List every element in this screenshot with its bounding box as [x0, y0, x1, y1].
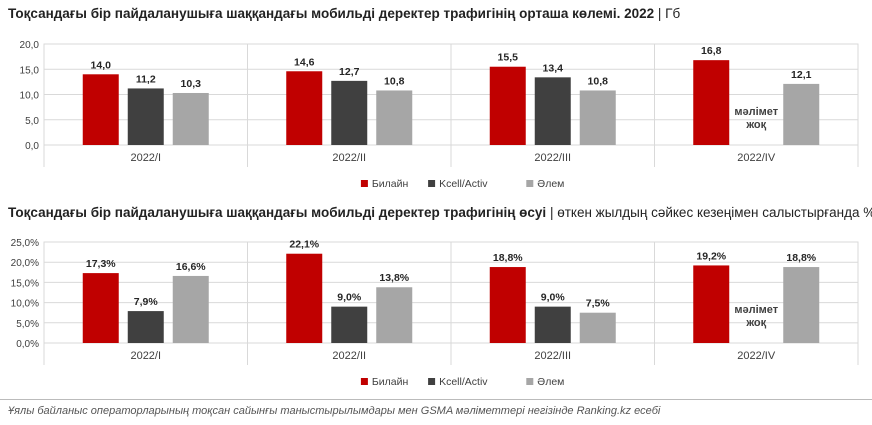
- chart2-bar-билайн: [489, 267, 526, 343]
- chart1-data-label: 12,1: [791, 69, 812, 81]
- chart1-plot: 0,0 5,0 10,0 15,0 20,0 14,0 11,2 10,3 2022/I 14,6…: [20, 40, 859, 167]
- chart2-ytick-label: 10,0%: [11, 299, 39, 310]
- chart1-legend-label: Әлем: [537, 178, 564, 190]
- chart1-data-label: 14,0: [91, 59, 112, 71]
- source-footnote: Ұялы байланыс операторларының тоқсан сай…: [8, 405, 661, 417]
- chart2-legend-label: Билайн: [372, 376, 409, 388]
- chart1-unit: Гб: [665, 6, 681, 21]
- chart1-ytick-label: 15,0: [20, 65, 40, 76]
- chart1-category-label: 2022/III: [534, 152, 571, 164]
- chart2-bar-билайн: [286, 253, 323, 343]
- chart2-category-label: 2022/III: [534, 350, 571, 362]
- chart2-no-data-label: мәлімет: [734, 304, 778, 316]
- chart2-bar-билайн: [693, 265, 730, 343]
- chart2-bar-kcell-activ: [331, 306, 368, 343]
- chart1-data-label: 11,2: [136, 73, 156, 85]
- chart1-legend-swatch: [526, 180, 534, 187]
- chart2-data-label: 18,8%: [493, 252, 523, 264]
- chart2-area: 0,0% 5,0% 10,0% 15,0% 20,0% 25,0% 17,3% 7,9% 16,…: [11, 238, 859, 388]
- chart2-data-label: 16,6%: [176, 261, 206, 273]
- chart2-bar-kcell-activ: [534, 306, 571, 343]
- chart1-bar-билайн: [82, 74, 119, 145]
- chart2-legend: Билайн Kcell/Activ Әлем: [360, 376, 564, 388]
- chart2-data-label: 13,8%: [379, 272, 409, 284]
- chart2-category-label: 2022/I: [130, 350, 161, 362]
- chart2-bar-билайн: [82, 273, 119, 343]
- chart1-data-label: 12,7: [339, 66, 360, 78]
- chart1-legend-label: Kcell/Activ: [439, 178, 488, 190]
- chart1-title-text: Тоқсандағы бір пайдаланушыға шаққандағы …: [8, 6, 655, 21]
- chart1-data-label: 16,8: [701, 45, 722, 57]
- chart2-bar-әлем: [579, 312, 616, 343]
- chart2-data-label: 17,3%: [86, 258, 116, 270]
- chart1-data-label: 15,5: [498, 52, 519, 64]
- chart2-data-label: 9,0%: [541, 292, 566, 304]
- chart1-data-label: 10,8: [588, 75, 609, 87]
- chart1-legend: Билайн Kcell/Activ Әлем: [360, 178, 564, 190]
- chart2-category-label: 2022/II: [332, 350, 366, 362]
- chart1-category-label: 2022/IV: [737, 152, 776, 164]
- chart1-title: Тоқсандағы бір пайдаланушыға шаққандағы …: [8, 6, 681, 21]
- chart2-bar-әлем: [783, 267, 820, 343]
- chart2-title-text: Тоқсандағы бір пайдаланушыға шаққандағы …: [8, 205, 547, 220]
- chart2-unit: өткен жылдың сәйкес кезеңімен салыстырға…: [557, 205, 872, 220]
- chart1-bar-әлем: [783, 83, 820, 145]
- footer-divider: [0, 399, 872, 400]
- chart2-legend-label: Kcell/Activ: [439, 376, 488, 388]
- chart1-data-label: 13,4: [543, 62, 564, 74]
- chart1-ytick-label: 5,0: [25, 116, 39, 127]
- chart1-area: 0,0 5,0 10,0 15,0 20,0 14,0 11,2 10,3 2022/I 14,6…: [20, 40, 859, 190]
- chart2-ytick-label: 0,0%: [16, 339, 39, 350]
- chart2-legend-swatch: [526, 378, 534, 385]
- chart1-bar-әлем: [376, 90, 413, 145]
- chart1-legend-swatch: [360, 180, 368, 187]
- chart1-bar-kcell-activ: [534, 77, 571, 145]
- chart1-bar-kcell-activ: [331, 80, 368, 145]
- chart2-data-label: 22,1%: [289, 239, 319, 251]
- chart1-ytick-label: 20,0: [20, 40, 40, 51]
- chart2-ytick-label: 5,0%: [16, 319, 39, 330]
- chart2-title: Тоқсандағы бір пайдаланушыға шаққандағы …: [8, 205, 872, 220]
- chart1-bar-билайн: [693, 60, 730, 145]
- chart1-no-data-label: мәлімет: [734, 106, 778, 118]
- chart2-bar-әлем: [376, 287, 413, 343]
- chart2-data-label: 19,2%: [696, 250, 726, 262]
- chart1-data-label: 10,3: [181, 78, 202, 90]
- chart1-bar-kcell-activ: [127, 88, 164, 145]
- chart2-legend-swatch: [428, 378, 436, 385]
- chart2-bar-әлем: [172, 275, 209, 343]
- chart1-category-label: 2022/I: [130, 152, 161, 164]
- chart2-bar-kcell-activ: [127, 311, 164, 343]
- chart2-ytick-label: 20,0%: [11, 258, 39, 269]
- chart1-legend-swatch: [428, 180, 436, 187]
- chart2-no-data-label: жоқ: [745, 317, 766, 329]
- chart2-data-label: 18,8%: [786, 252, 816, 264]
- chart1-legend-label: Билайн: [372, 178, 409, 190]
- chart2-data-label: 9,0%: [337, 292, 362, 304]
- chart1-ytick-label: 10,0: [20, 91, 40, 102]
- chart1-ytick-label: 0,0: [25, 141, 39, 152]
- chart1-category-label: 2022/II: [332, 152, 366, 164]
- chart2-legend-swatch: [360, 378, 368, 385]
- chart1-no-data-label: жоқ: [745, 119, 766, 131]
- chart1-bar-әлем: [579, 90, 616, 145]
- chart1-bar-әлем: [172, 92, 209, 145]
- chart2-data-label: 7,5%: [586, 298, 611, 310]
- chart2-plot: 0,0% 5,0% 10,0% 15,0% 20,0% 25,0% 17,3% 7,9% 16,…: [11, 238, 859, 365]
- chart1-data-label: 14,6: [294, 56, 315, 68]
- chart1-bar-билайн: [489, 66, 526, 145]
- chart1-bar-билайн: [286, 71, 323, 145]
- chart2-ytick-label: 15,0%: [11, 278, 39, 289]
- chart2-category-label: 2022/IV: [737, 350, 776, 362]
- chart2-ytick-label: 25,0%: [11, 238, 39, 249]
- chart1-data-label: 10,8: [384, 75, 405, 87]
- chart2-data-label: 7,9%: [134, 296, 159, 308]
- chart2-legend-label: Әлем: [537, 376, 564, 388]
